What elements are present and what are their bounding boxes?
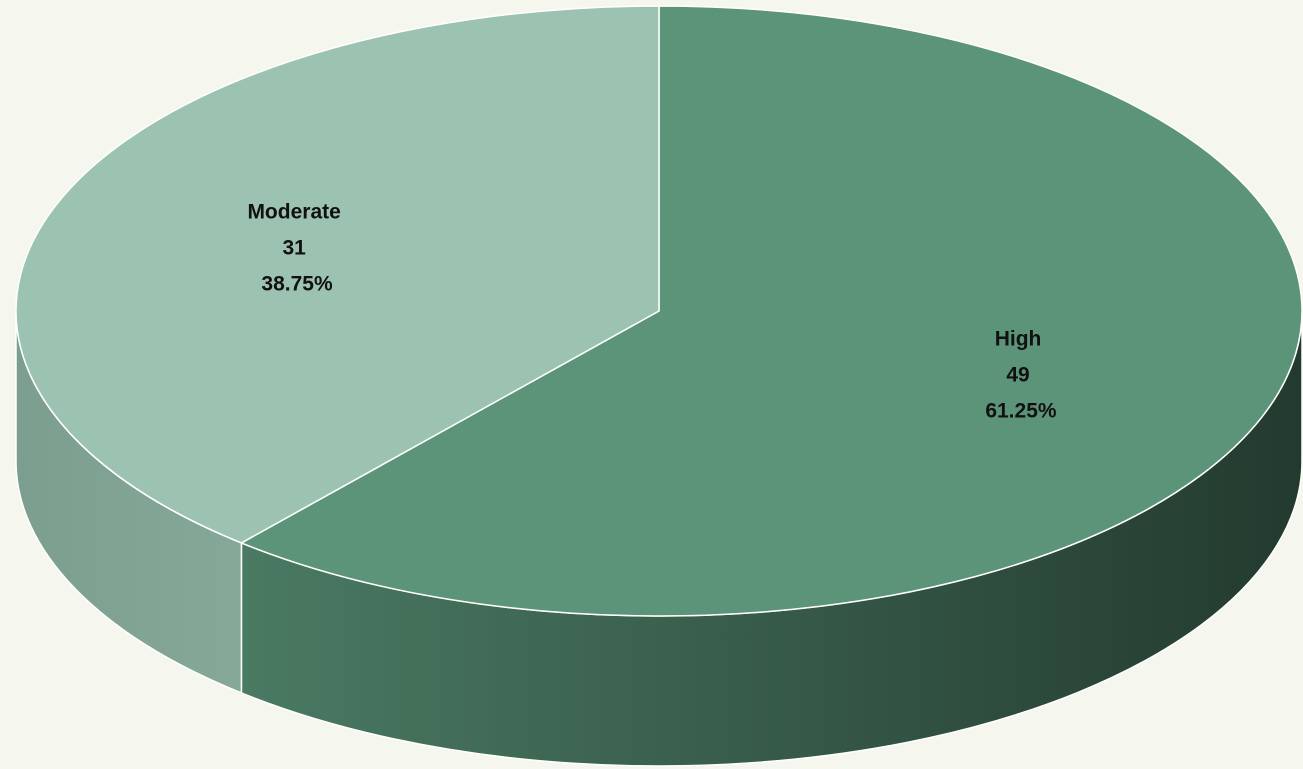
data-label-high-name: High (995, 327, 1042, 350)
data-label-high-value: 49 (1006, 363, 1029, 386)
pie-slice-moderate (15, 5, 660, 544)
pie-slice-high (240, 5, 1303, 617)
data-label-moderate-name: Moderate (247, 201, 340, 224)
data-label-high: High 49 61.25% (985, 327, 1057, 422)
data-label-moderate-percent: 38.75% (261, 273, 333, 296)
data-label-moderate-value: 31 (282, 237, 306, 260)
data-label-high-percent: 61.25% (985, 399, 1057, 422)
pie-tops (15, 5, 1303, 617)
pie-labels: High 49 61.25% Moderate 31 38.75% (247, 201, 1056, 423)
data-label-moderate: Moderate 31 38.75% (247, 201, 346, 296)
